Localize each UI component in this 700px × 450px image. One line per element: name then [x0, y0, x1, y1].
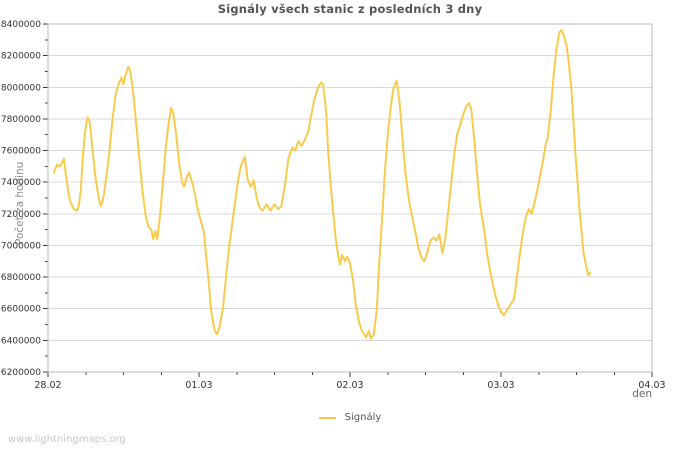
- svg-text:6600000: 6600000: [1, 305, 41, 315]
- chart-legend: Signály: [0, 412, 700, 423]
- svg-text:8200000: 8200000: [1, 52, 41, 62]
- svg-text:03.03: 03.03: [487, 380, 514, 391]
- svg-text:8400000: 8400000: [1, 20, 41, 30]
- svg-text:04.03: 04.03: [638, 380, 665, 391]
- svg-text:02.03: 02.03: [336, 380, 363, 391]
- svg-text:7600000: 7600000: [1, 147, 41, 157]
- svg-text:7400000: 7400000: [1, 178, 41, 188]
- y-axis-title: Počet za hodinu: [14, 161, 26, 245]
- svg-text:8000000: 8000000: [1, 83, 41, 93]
- svg-text:6800000: 6800000: [1, 273, 41, 283]
- svg-text:7200000: 7200000: [1, 210, 41, 220]
- svg-text:7800000: 7800000: [1, 115, 41, 125]
- svg-text:6200000: 6200000: [1, 368, 41, 378]
- svg-text:6400000: 6400000: [1, 336, 41, 346]
- legend-line-swatch: [318, 416, 336, 419]
- svg-text:28.02: 28.02: [34, 380, 61, 391]
- chart-title: Signály všech stanic z posledních 3 dny: [217, 2, 483, 16]
- svg-text:01.03: 01.03: [185, 380, 212, 391]
- watermark-text: www.lightningmaps.org: [8, 434, 126, 445]
- x-axis-title: den: [632, 388, 652, 400]
- svg-text:7000000: 7000000: [1, 241, 41, 251]
- series-line-signály: [52, 29, 592, 340]
- legend-label: Signály: [344, 412, 382, 423]
